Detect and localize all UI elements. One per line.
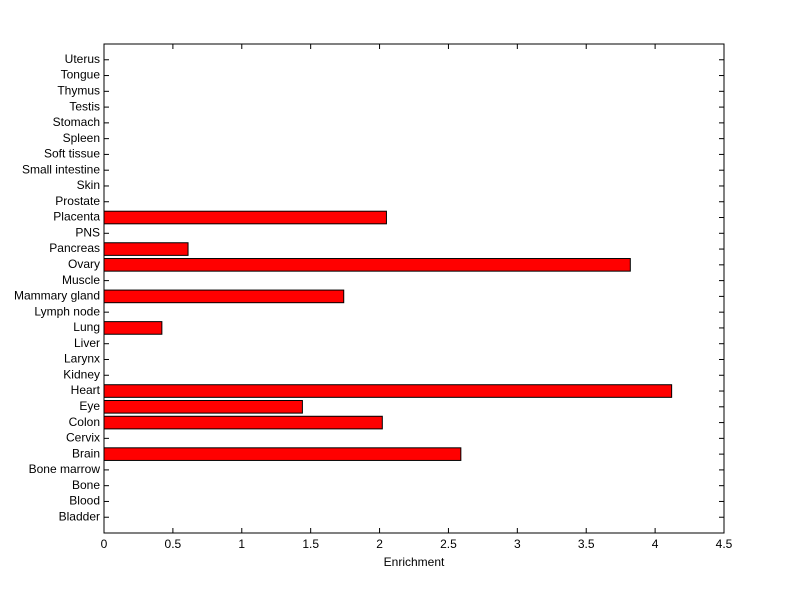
- y-tick-label: Colon: [69, 415, 100, 429]
- x-tick-label: 1: [238, 537, 245, 551]
- y-tick-label: Uterus: [65, 52, 100, 66]
- x-tick-label: 3: [514, 537, 521, 551]
- x-tick-label: 2.5: [440, 537, 457, 551]
- y-tick-label: Skin: [77, 178, 100, 192]
- y-tick-label: Ovary: [68, 257, 100, 271]
- bar: [103, 384, 673, 398]
- bar: [103, 321, 163, 335]
- y-tick-label: Spleen: [63, 131, 100, 145]
- y-tick-label: Eye: [79, 399, 100, 413]
- y-tick-label: Muscle: [62, 273, 100, 287]
- y-tick-label: Bone: [72, 478, 100, 492]
- y-tick-label: Blood: [69, 494, 100, 508]
- y-tick-label: PNS: [75, 225, 100, 239]
- bar: [103, 258, 631, 272]
- y-tick-label: Bladder: [59, 509, 100, 523]
- y-tick-label: Small intestine: [22, 162, 100, 176]
- bar: [103, 242, 189, 256]
- x-tick-label: 2: [376, 537, 383, 551]
- x-tick-label: 4.5: [716, 537, 733, 551]
- x-axis-label: Enrichment: [384, 555, 445, 569]
- y-tick-label: Testis: [69, 99, 100, 113]
- y-tick-label: Liver: [74, 336, 100, 350]
- y-tick-label: Bone marrow: [29, 462, 101, 476]
- x-tick-label: 3.5: [578, 537, 595, 551]
- bar: [103, 415, 383, 430]
- y-tick-label: Prostate: [55, 194, 100, 208]
- bar: [103, 210, 387, 225]
- x-tick-label: 0.5: [165, 537, 182, 551]
- y-tick-label: Brain: [72, 446, 100, 460]
- y-tick-label: Pancreas: [49, 241, 100, 255]
- y-tick-label: Thymus: [57, 83, 100, 97]
- y-tick-label: Heart: [71, 383, 101, 397]
- x-tick-label: 0: [101, 537, 108, 551]
- y-tick-label: Kidney: [63, 367, 100, 381]
- bar: [103, 399, 303, 414]
- x-tick-label: 4: [652, 537, 659, 551]
- y-tick-label: Stomach: [53, 115, 100, 129]
- y-tick-label: Cervix: [66, 431, 100, 445]
- y-tick-label: Lymph node: [34, 304, 100, 318]
- y-tick-label: Tongue: [61, 68, 101, 82]
- x-tick-label: 1.5: [302, 537, 319, 551]
- y-tick-label: Placenta: [53, 210, 100, 224]
- y-tick-label: Lung: [73, 320, 100, 334]
- y-tick-label: Soft tissue: [44, 147, 100, 161]
- y-tick-label: Mammary gland: [14, 289, 100, 303]
- bar: [103, 289, 345, 304]
- y-tick-label: Larynx: [64, 352, 100, 366]
- bar: [103, 447, 462, 461]
